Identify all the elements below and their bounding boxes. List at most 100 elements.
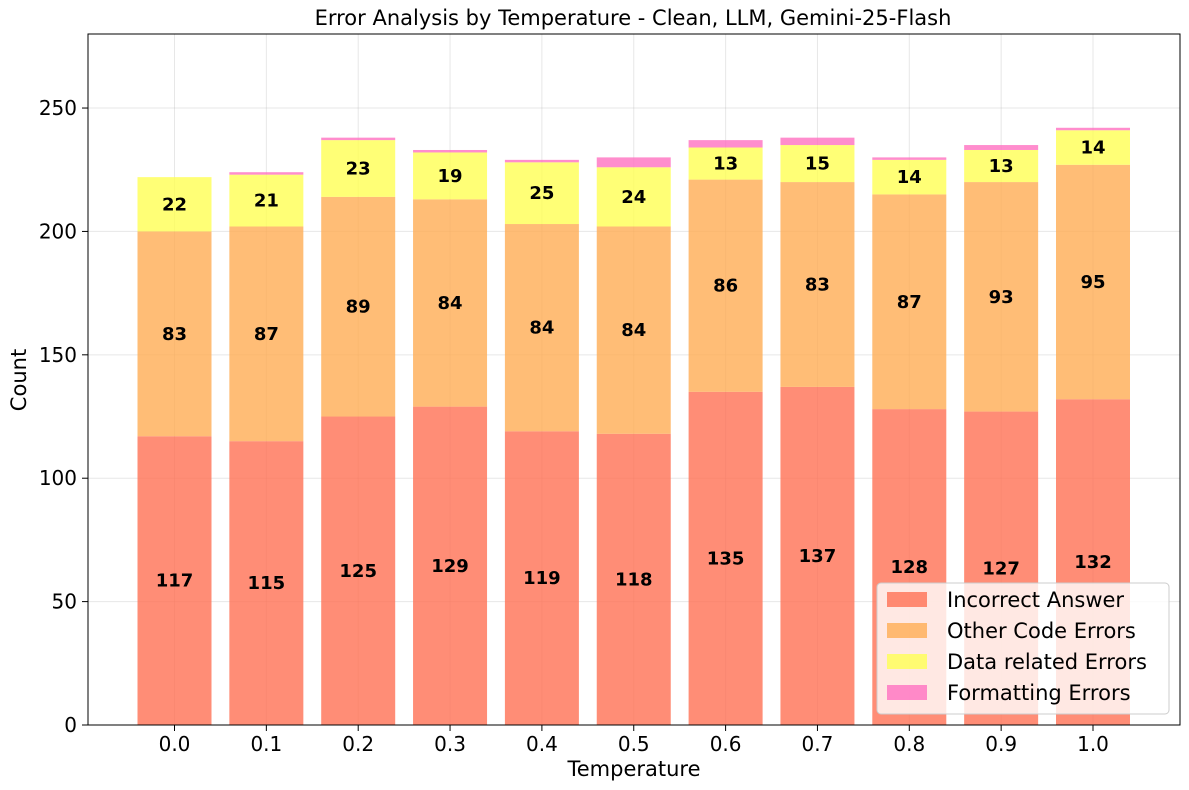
legend-swatch — [887, 654, 927, 669]
data-label: 87 — [254, 324, 279, 345]
data-label: 84 — [438, 293, 463, 314]
bar-segment — [780, 137, 855, 146]
data-label: 95 — [1080, 272, 1105, 293]
bar-segment — [872, 159, 947, 195]
bar-segment — [780, 145, 855, 183]
bar-segment — [321, 140, 396, 197]
y-axis-label: Count — [7, 349, 31, 411]
legend: Incorrect Answer Other Code Errors Data re… — [876, 582, 1170, 715]
y-tick-label: 0 — [64, 713, 77, 737]
bar-segment — [964, 182, 1039, 412]
bar-segment — [229, 226, 304, 442]
x-tick-label: 0.7 — [802, 732, 834, 756]
bar-segment — [413, 199, 488, 407]
data-label: 13 — [989, 156, 1014, 177]
x-tick-label: 1.0 — [1077, 732, 1109, 756]
data-label: 84 — [529, 318, 554, 339]
x-tick-label: 0.3 — [434, 732, 466, 756]
x-tick-label: 0.8 — [893, 732, 925, 756]
y-tick-label: 250 — [39, 96, 77, 120]
legend-box — [876, 582, 1170, 715]
bar-segment — [413, 152, 488, 200]
data-label: 24 — [621, 187, 646, 208]
bar-segment — [964, 149, 1039, 183]
bar-segment — [504, 159, 579, 163]
chart-title: Error Analysis by Temperature - Clean, L… — [315, 6, 952, 30]
bar-segment — [321, 196, 396, 417]
bar-segment — [413, 149, 488, 153]
bar-segment — [688, 179, 763, 392]
bar-segment — [504, 224, 579, 432]
bar-segment — [596, 226, 671, 434]
bar-segment — [688, 391, 763, 725]
data-label: 135 — [707, 548, 745, 569]
x-tick-label: 0.1 — [250, 732, 282, 756]
x-tick-label: 0.5 — [618, 732, 650, 756]
data-label: 25 — [529, 183, 554, 204]
data-label: 19 — [438, 166, 463, 187]
data-label: 87 — [897, 292, 922, 313]
data-label: 127 — [982, 558, 1020, 579]
bar-segment — [688, 147, 763, 180]
x-tick-label: 0.9 — [985, 732, 1017, 756]
bar-segment — [596, 433, 671, 725]
bar-segment — [780, 182, 855, 387]
bar-segment — [1056, 127, 1130, 131]
x-tick-label: 0.2 — [342, 732, 374, 756]
legend-label: Other Code Errors — [947, 619, 1136, 643]
legend-label: Formatting Errors — [947, 681, 1131, 705]
bar-segment — [964, 145, 1039, 150]
legend-label: Data related Errors — [947, 650, 1147, 674]
bar-segment — [1056, 164, 1130, 400]
bar-segment — [137, 177, 212, 232]
bar-segment — [229, 441, 304, 725]
axis-ticks: 0 50 100 150 200 250 0.0 0.1 0.2 0.3 0.4 0.5 0.6 0.7 0… — [39, 96, 1109, 756]
data-label: 13 — [713, 154, 738, 175]
bar-segment — [596, 157, 671, 168]
data-label: 21 — [254, 191, 279, 212]
bar-segment — [1056, 130, 1130, 165]
bar-segment — [137, 436, 212, 725]
data-label: 84 — [621, 320, 646, 341]
x-tick-label: 0.0 — [159, 732, 191, 756]
data-label: 119 — [523, 568, 561, 589]
data-label: 117 — [156, 571, 194, 592]
data-label: 89 — [346, 297, 371, 318]
data-label: 132 — [1074, 552, 1112, 573]
bar-segment — [872, 157, 947, 160]
bar-segment — [596, 167, 671, 227]
x-tick-label: 0.4 — [526, 732, 558, 756]
legend-swatch — [887, 685, 927, 700]
y-tick-label: 150 — [39, 343, 77, 367]
bar-segment — [872, 194, 947, 410]
data-label: 23 — [346, 158, 371, 179]
bar-segment — [137, 231, 212, 437]
data-label: 118 — [615, 569, 653, 590]
x-axis-label: Temperature — [566, 757, 700, 781]
x-tick-label: 0.6 — [710, 732, 742, 756]
data-label: 128 — [891, 557, 929, 578]
data-label: 129 — [431, 556, 469, 577]
bar-segment — [780, 386, 855, 725]
data-label: 137 — [799, 546, 837, 567]
y-tick-label: 200 — [39, 219, 77, 243]
data-label: 125 — [339, 561, 377, 582]
data-label: 83 — [162, 324, 187, 345]
legend-swatch — [887, 623, 927, 638]
data-label: 83 — [805, 274, 830, 295]
bar-segment — [413, 406, 488, 725]
data-label: 14 — [1080, 138, 1105, 159]
bar-segment — [504, 431, 579, 725]
data-label: 22 — [162, 194, 187, 215]
bar-segment — [321, 137, 396, 141]
bar-segment — [688, 140, 763, 148]
bar-segment — [321, 416, 396, 725]
data-label: 93 — [989, 287, 1014, 308]
data-label: 86 — [713, 276, 738, 297]
data-label: 15 — [805, 154, 830, 175]
y-tick-label: 100 — [39, 466, 77, 490]
y-tick-label: 50 — [52, 590, 77, 614]
legend-swatch — [887, 592, 927, 607]
bar-segment — [504, 162, 579, 225]
